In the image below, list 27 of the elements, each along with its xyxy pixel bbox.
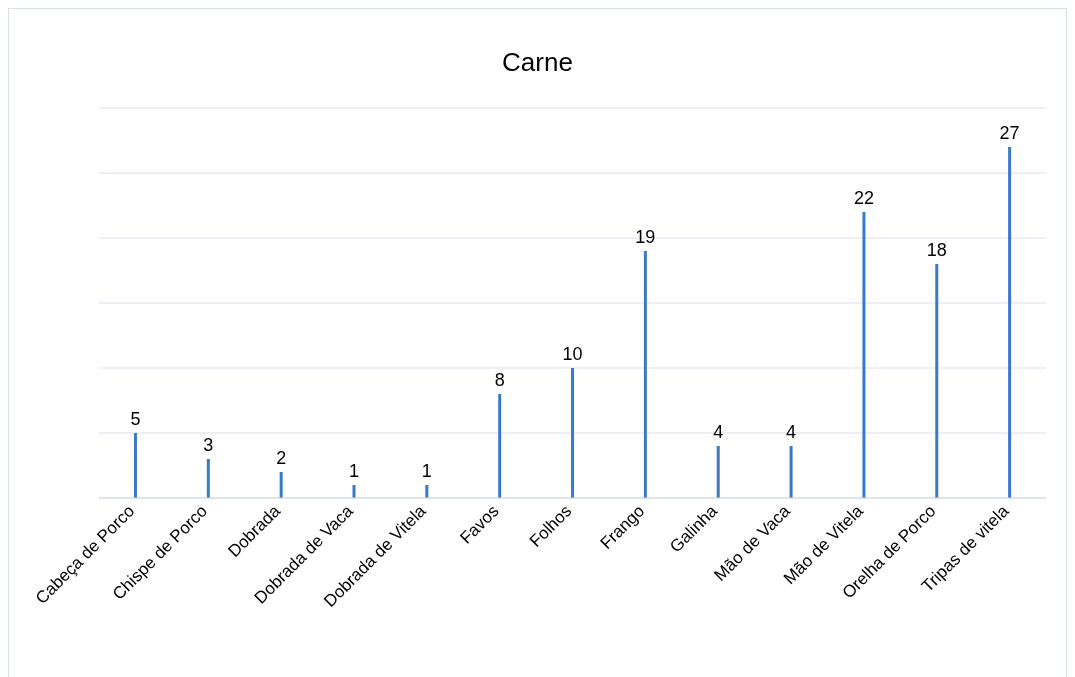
bar [789,446,793,498]
bar [133,433,137,498]
bar [498,394,502,498]
data-label: 8 [494,370,505,390]
data-label: 4 [786,422,797,442]
data-label: 4 [713,422,724,442]
data-label: 2 [276,448,287,468]
bar [206,459,210,498]
bar [1008,147,1012,498]
bar [571,368,575,498]
bar [352,485,356,498]
bar [716,446,720,498]
bar [425,485,429,498]
bar [643,251,647,498]
data-label: 27 [999,123,1020,143]
bar [862,212,866,498]
data-label: 5 [130,409,141,429]
data-label: 1 [349,461,360,481]
data-label: 10 [562,344,583,364]
data-label: 3 [203,435,214,455]
data-label: 18 [926,240,947,260]
chart-title: Carne [501,46,574,78]
data-label: 22 [853,188,874,208]
bar [279,472,283,498]
data-label: 19 [635,227,656,247]
data-label: 1 [421,461,432,481]
bar [935,264,939,498]
